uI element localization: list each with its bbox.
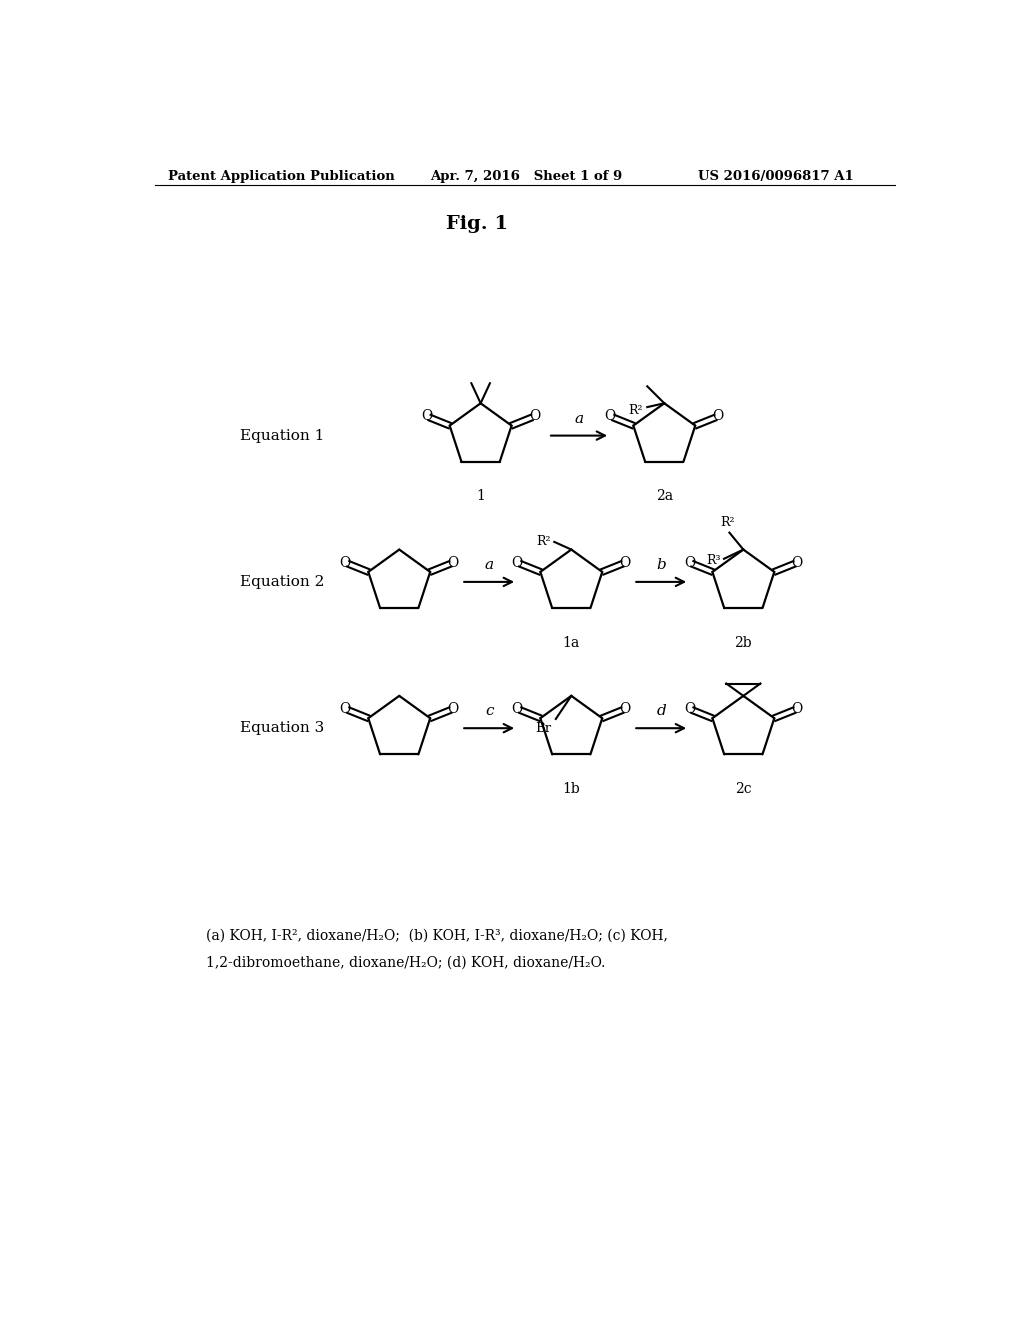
Text: O: O: [713, 409, 724, 424]
Text: O: O: [684, 702, 695, 715]
Text: US 2016/0096817 A1: US 2016/0096817 A1: [697, 170, 853, 183]
Text: R³: R³: [707, 554, 721, 566]
Text: O: O: [340, 556, 351, 570]
Text: d: d: [656, 704, 666, 718]
Text: 1: 1: [476, 490, 485, 503]
Text: a: a: [574, 412, 584, 425]
Text: Apr. 7, 2016   Sheet 1 of 9: Apr. 7, 2016 Sheet 1 of 9: [430, 170, 623, 183]
Text: 1,2-dibromoethane, dioxane/H₂O; (d) KOH, dioxane/H₂O.: 1,2-dibromoethane, dioxane/H₂O; (d) KOH,…: [206, 956, 605, 969]
Text: Fig. 1: Fig. 1: [445, 215, 508, 232]
Text: 2b: 2b: [734, 636, 753, 649]
Text: Equation 1: Equation 1: [241, 429, 325, 442]
Text: 2a: 2a: [655, 490, 673, 503]
Text: b: b: [656, 558, 666, 572]
Text: O: O: [340, 702, 351, 715]
Text: Patent Application Publication: Patent Application Publication: [168, 170, 395, 183]
Text: O: O: [512, 702, 523, 715]
Text: R²: R²: [628, 404, 643, 417]
Text: 1b: 1b: [562, 781, 581, 796]
Text: a: a: [484, 558, 494, 572]
Text: O: O: [512, 556, 523, 570]
Text: c: c: [485, 704, 494, 718]
Text: Br: Br: [535, 722, 551, 735]
Text: O: O: [620, 702, 631, 715]
Text: O: O: [792, 702, 803, 715]
Text: O: O: [792, 556, 803, 570]
Text: O: O: [447, 556, 459, 570]
Text: O: O: [620, 556, 631, 570]
Text: (a) KOH, I-R², dioxane/H₂O;  (b) KOH, I-R³, dioxane/H₂O; (c) KOH,: (a) KOH, I-R², dioxane/H₂O; (b) KOH, I-R…: [206, 928, 668, 942]
Text: O: O: [605, 409, 616, 424]
Text: O: O: [529, 409, 541, 424]
Text: O: O: [421, 409, 432, 424]
Text: 2c: 2c: [735, 781, 752, 796]
Text: 1a: 1a: [562, 636, 580, 649]
Text: R²: R²: [721, 516, 735, 529]
Text: O: O: [447, 702, 459, 715]
Text: O: O: [684, 556, 695, 570]
Text: Equation 2: Equation 2: [241, 576, 325, 589]
Text: Equation 3: Equation 3: [241, 721, 325, 735]
Text: R²: R²: [537, 536, 551, 548]
